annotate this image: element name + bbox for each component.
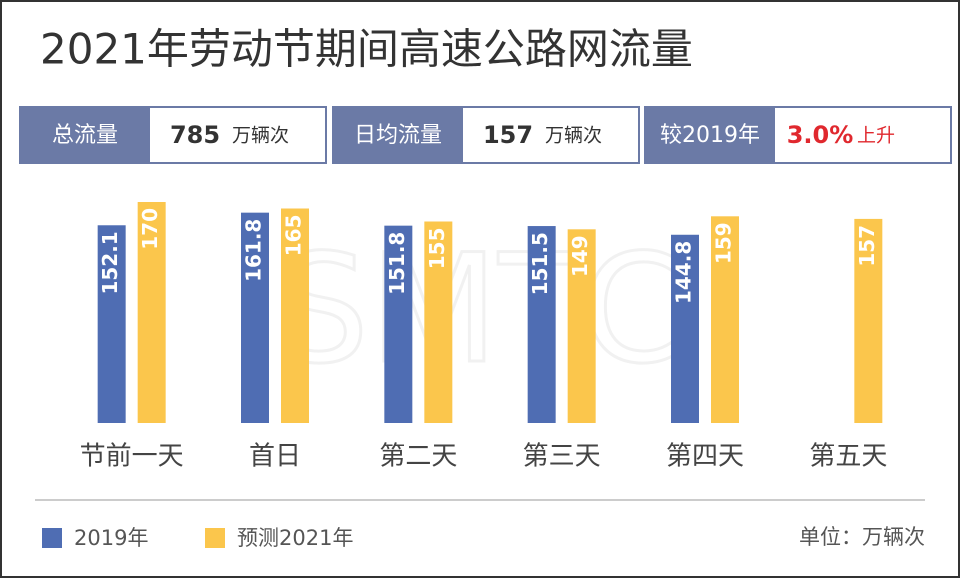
bar	[527, 226, 556, 423]
x-tick-label: 节前一天	[80, 442, 184, 472]
stat-label-bg	[20, 107, 150, 163]
data-label: 170	[138, 208, 162, 250]
legend-swatch	[42, 528, 62, 548]
x-tick-label: 首日	[249, 442, 301, 472]
bar	[241, 212, 269, 423]
bar	[671, 234, 699, 423]
legend-swatch	[205, 528, 225, 548]
data-label: 159	[712, 222, 736, 264]
bar	[384, 225, 413, 423]
x-tick-label: 第二天	[379, 442, 457, 472]
stat-unit: 万辆次	[545, 125, 602, 147]
legend-label: 预测2021年	[237, 526, 353, 550]
data-label: 157	[855, 225, 879, 267]
stat-label-bg	[645, 107, 775, 163]
data-label: 151.5	[528, 232, 552, 295]
stat-label: 总流量	[52, 123, 118, 148]
bar	[424, 221, 453, 423]
legend-label: 2019年	[74, 526, 148, 550]
unit-note: 单位：万辆次	[799, 525, 925, 549]
bar	[137, 202, 166, 423]
bar	[711, 216, 739, 423]
data-label: 155	[425, 228, 449, 270]
bar	[97, 225, 126, 423]
stat-unit: 万辆次	[232, 125, 289, 147]
x-tick-label: 第五天	[809, 442, 887, 472]
data-label: 165	[282, 215, 306, 257]
data-label: 161.8	[242, 219, 266, 282]
x-tick-label: 第四天	[666, 442, 744, 472]
data-label: 149	[568, 235, 592, 277]
stat-label: 较2019年	[660, 123, 760, 148]
data-label: 151.8	[385, 232, 409, 295]
data-label: 144.8	[672, 241, 696, 304]
stat-unit: 上升	[857, 125, 895, 147]
stat-value: 157	[483, 121, 533, 149]
bar	[567, 229, 596, 423]
stat-label: 日均流量	[354, 123, 442, 148]
stat-value: 3.0%	[787, 121, 854, 149]
watermark: SMTC	[274, 223, 686, 397]
bar	[281, 208, 309, 423]
bar	[854, 218, 883, 423]
stat-label-bg	[333, 107, 463, 163]
stat-value: 785	[170, 121, 220, 149]
chart-title: 2021年劳动节期间高速公路网流量	[40, 25, 693, 74]
data-label: 152.1	[98, 231, 122, 294]
x-tick-label: 第三天	[523, 442, 601, 472]
